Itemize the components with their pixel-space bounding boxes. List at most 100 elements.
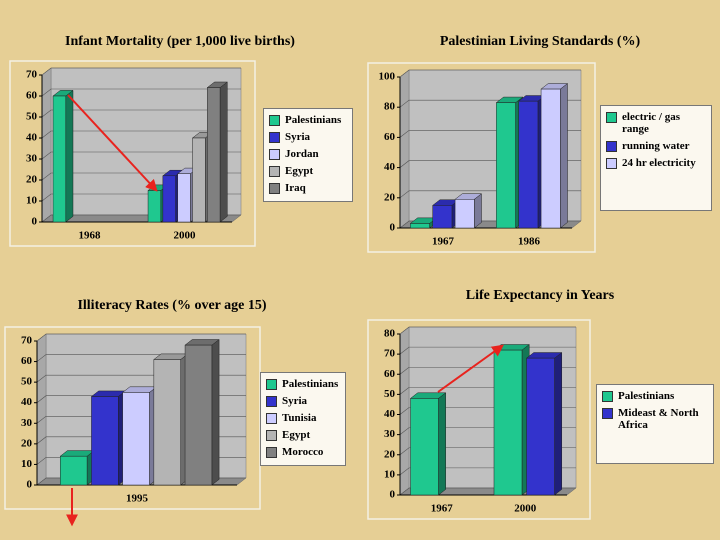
side-wall: [36, 333, 47, 486]
bar: [91, 396, 119, 486]
legend-swatch: [266, 379, 277, 390]
bar: [410, 223, 430, 229]
legend: Palestinians Mideast & North Africa: [596, 384, 714, 464]
y-tick-label: 50: [384, 388, 396, 400]
grid-line: [399, 69, 581, 78]
annotation-arrow: [437, 344, 504, 393]
y-tick-label: 40: [384, 161, 396, 173]
bar: [493, 349, 523, 496]
bar: [59, 455, 88, 486]
y-tick-label: 40: [26, 132, 38, 144]
legend-label: Iraq: [285, 182, 306, 194]
legend-label: running water: [622, 140, 690, 152]
legend-label: electric / gas range: [622, 111, 681, 135]
bar-side: [554, 352, 563, 496]
y-tick-label: 60: [21, 355, 33, 367]
legend-label: Mideast & North Africa: [618, 407, 699, 431]
bar: [192, 137, 206, 223]
bar-side: [219, 81, 228, 223]
y-tick-label: 0: [390, 222, 396, 234]
legend-item: Tunisia: [266, 412, 340, 424]
y-tick-label: 30: [26, 153, 38, 165]
grid-line: [36, 333, 246, 342]
y-tick-label: 50: [26, 111, 38, 123]
y-tick-label: 30: [384, 428, 396, 440]
chart-title: Illiteracy Rates (% over age 15): [77, 298, 266, 313]
grid-line: [41, 109, 241, 118]
legend: Palestinians Syria Jordan Egypt Iraq: [263, 108, 353, 202]
bar: [526, 357, 555, 496]
bar-side: [211, 339, 220, 486]
legend-label: Syria: [285, 131, 311, 143]
legend-item: Syria: [266, 395, 340, 407]
legend: electric / gas range running water 24 hr e…: [600, 105, 712, 211]
legend-swatch: [266, 430, 277, 441]
bar: [454, 199, 475, 229]
x-tick-label: 1967: [431, 503, 454, 515]
legend-swatch: [269, 166, 280, 177]
bar: [540, 88, 561, 229]
legend-item: Palestinians: [266, 378, 340, 390]
legend-swatch: [606, 112, 617, 123]
legend-item: Egypt: [269, 165, 347, 177]
y-tick-label: 20: [26, 174, 38, 186]
bar: [207, 87, 221, 223]
y-tick-label: 20: [21, 437, 33, 449]
legend-label: Tunisia: [282, 412, 317, 424]
y-tick-label: 0: [27, 479, 33, 491]
x-tick-label: 1995: [126, 493, 149, 505]
legend-label: 24 hr electricity: [622, 157, 696, 169]
legend-swatch: [266, 413, 277, 424]
chart-frame: [367, 319, 591, 520]
y-tick-label: 0: [390, 489, 396, 501]
legend-item: Syria: [269, 131, 347, 143]
legend-item: Iraq: [269, 182, 347, 194]
bar-side: [474, 193, 482, 229]
chart-title: Palestinian Living Standards (%): [440, 34, 641, 49]
chart-frame: [367, 62, 596, 253]
bar: [177, 173, 191, 223]
legend-item: Jordan: [269, 148, 347, 160]
grid-line: [41, 67, 241, 76]
legend-label: Palestinians: [285, 114, 342, 126]
bar: [147, 190, 162, 223]
y-tick-label: 100: [379, 71, 396, 83]
legend-item: electric / gas range: [606, 111, 706, 135]
bar: [410, 398, 439, 496]
legend-label: Morocco: [282, 446, 324, 458]
legend-item: Egypt: [266, 429, 340, 441]
legend-swatch: [266, 396, 277, 407]
grid-line: [41, 151, 241, 160]
bar: [184, 344, 213, 486]
legend-swatch: [269, 183, 280, 194]
y-tick-label: 50: [21, 376, 33, 388]
y-tick-label: 70: [384, 348, 396, 360]
legend: Palestinians Syria Tunisia Egypt Morocco: [260, 372, 346, 466]
y-tick-label: 30: [21, 417, 33, 429]
y-tick-label: 10: [26, 195, 38, 207]
chart-title: Life Expectancy in Years: [466, 288, 615, 303]
bar: [153, 359, 181, 486]
legend-label: Jordan: [285, 148, 319, 160]
legend-swatch: [606, 158, 617, 169]
legend-label: Egypt: [285, 165, 314, 177]
x-tick-label: 2000: [174, 230, 197, 242]
legend-swatch: [269, 115, 280, 126]
legend-item: Mideast & North Africa: [602, 407, 708, 431]
y-tick-label: 60: [26, 90, 38, 102]
legend-swatch: [269, 149, 280, 160]
bar: [518, 100, 539, 229]
side-wall: [399, 69, 410, 229]
y-tick-label: 40: [21, 396, 33, 408]
legend-item: 24 hr electricity: [606, 157, 706, 169]
y-tick-label: 70: [21, 335, 33, 347]
legend-label: Egypt: [282, 429, 311, 441]
y-tick-label: 20: [384, 448, 396, 460]
bar-side: [65, 89, 74, 223]
bar-side: [560, 82, 568, 229]
y-tick-label: 10: [384, 468, 396, 480]
x-tick-label: 1967: [432, 236, 455, 248]
grid-line: [41, 130, 241, 139]
x-tick-label: 1986: [518, 236, 541, 248]
